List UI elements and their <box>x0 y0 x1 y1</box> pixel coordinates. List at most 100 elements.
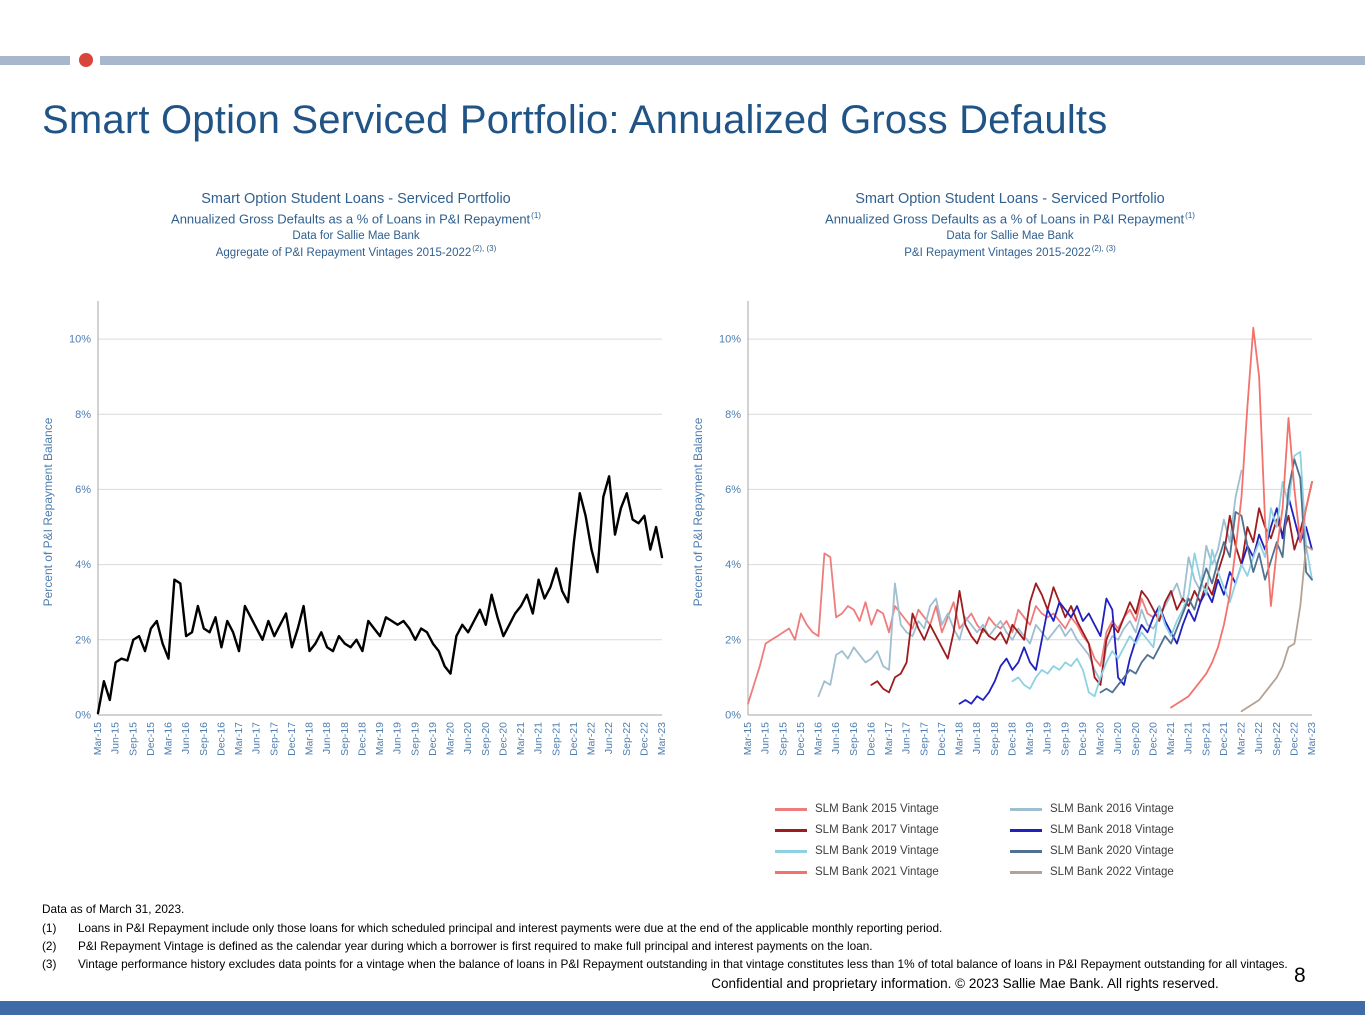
x-tick-label: Mar-16 <box>813 722 825 755</box>
chart-title-line-4: Aggregate of P&I Repayment Vintages 2015… <box>215 244 497 259</box>
x-tick-label: Jun-15 <box>110 722 122 754</box>
x-tick-label: Sep-21 <box>1200 722 1212 756</box>
x-tick-label: Jun-17 <box>251 722 263 754</box>
x-tick-label: Mar-18 <box>954 722 966 755</box>
x-tick-label: Sep-20 <box>480 722 492 756</box>
legend-swatch <box>1010 828 1042 832</box>
legend-swatch <box>775 870 807 874</box>
series-line-slm-bank-2022-vintage <box>1240 544 1313 712</box>
legend-item: SLM Bank 2017 Vintage <box>775 824 1010 836</box>
x-tick-label: Sep-19 <box>1059 722 1071 756</box>
chart-canvas: 0% 2% 4% 6% 8% 10% Mar-15 Jun-15 Sep-15 Dec-15 Mar… <box>41 300 668 756</box>
y-tick-label: 8% <box>75 409 91 421</box>
legend-item: SLM Bank 2018 Vintage <box>1010 824 1245 836</box>
chart-aggregate-block: Smart Option Student Loans - Serviced Po… <box>36 190 676 791</box>
x-tick-label: Mar-21 <box>515 722 527 755</box>
red-accent-dot <box>79 53 93 67</box>
x-tick-label: Dec-19 <box>1077 722 1089 756</box>
footer-confidential: Confidential and proprietary information… <box>711 976 1219 991</box>
chart-vintages-titles: Smart Option Student Loans - Serviced Po… <box>686 190 1334 261</box>
legend-swatch <box>1010 870 1042 874</box>
x-tick-label: Dec-16 <box>865 722 877 756</box>
chart-canvas: 0% 2% 4% 6% 8% 10% Mar-15 Jun-15 Sep-15 Dec-15 Mar… <box>691 300 1318 756</box>
series-line-aggregate-of-vintages <box>96 474 664 715</box>
x-tick-label: Dec-20 <box>1147 722 1159 756</box>
legend-item: SLM Bank 2019 Vintage <box>775 845 1010 857</box>
x-tick-label: Dec-17 <box>286 722 298 756</box>
x-tick-label: Dec-21 <box>1218 722 1230 756</box>
top-accent-bar <box>0 56 1365 65</box>
x-tick-label: Jun-18 <box>321 722 333 754</box>
series-line-slm-bank-2015-vintage <box>747 552 1155 705</box>
y-tick-label: 6% <box>75 484 91 496</box>
x-tick-label: Sep-22 <box>1271 722 1283 756</box>
x-tick-label: Mar-20 <box>1095 722 1107 755</box>
x-tick-label: Mar-15 <box>92 722 104 755</box>
series-line-slm-bank-2017-vintage <box>870 480 1313 694</box>
legend-swatch <box>1010 807 1042 811</box>
x-tick-label: Sep-16 <box>198 722 210 756</box>
x-tick-label: Sep-18 <box>989 722 1001 756</box>
y-tick-label: 2% <box>725 634 741 646</box>
y-tick-label: 2% <box>75 634 91 646</box>
x-tick-label: Jun-15 <box>760 722 772 754</box>
x-tick-label: Sep-19 <box>409 722 421 756</box>
x-tick-label: Jun-20 <box>1112 722 1124 754</box>
chart-vintages-block: Smart Option Student Loans - Serviced Po… <box>686 190 1334 883</box>
legend-label: SLM Bank 2020 Vintage <box>1050 845 1174 858</box>
x-tick-label: Dec-21 <box>568 722 580 756</box>
chart-title-line-2: Annualized Gross Defaults as a % of Loan… <box>171 210 541 227</box>
x-tick-label: Sep-22 <box>621 722 633 756</box>
footnote-1: (1) Loans in P&I Repayment include only … <box>42 921 1292 935</box>
chart-aggregate-titles: Smart Option Student Loans - Serviced Po… <box>36 190 676 261</box>
chart-title-line-1: Smart Option Student Loans - Serviced Po… <box>855 191 1165 207</box>
x-tick-label: Dec-17 <box>936 722 948 756</box>
slide-title: Smart Option Serviced Portfolio: Annuali… <box>42 98 1108 142</box>
x-tick-label: Dec-15 <box>795 722 807 756</box>
footnote-2: (2) P&I Repayment Vintage is defined as … <box>42 939 1292 953</box>
footnote-text: Loans in P&I Repayment include only thos… <box>78 921 943 935</box>
x-tick-label: Dec-19 <box>427 722 439 756</box>
x-tick-label: Sep-17 <box>268 722 280 756</box>
y-tick-label: 4% <box>75 559 91 571</box>
y-axis-title: Percent of P&I Repayment Balance <box>691 417 705 606</box>
footnote-number: (3) <box>42 957 57 971</box>
y-tick-label: 6% <box>725 484 741 496</box>
y-axis-title: Percent of P&I Repayment Balance <box>41 417 55 606</box>
x-tick-label: Mar-17 <box>233 722 245 755</box>
chart-title-line-3: Data for Sallie Mae Bank <box>946 230 1074 243</box>
chart-vintages-plot: 0% 2% 4% 6% 8% 10% Mar-15 Jun-15 Sep-15 Dec-15 Mar… <box>686 297 1334 791</box>
legend-item: SLM Bank 2022 Vintage <box>1010 866 1245 878</box>
legend-label: SLM Bank 2022 Vintage <box>1050 866 1174 879</box>
x-tick-label: Jun-22 <box>1253 722 1265 754</box>
x-tick-label: Dec-22 <box>1288 722 1300 756</box>
x-tick-label: Sep-21 <box>550 722 562 756</box>
x-tick-label: Sep-16 <box>848 722 860 756</box>
x-tick-label: Jun-20 <box>462 722 474 754</box>
legend-label: SLM Bank 2016 Vintage <box>1050 803 1174 816</box>
series-line-slm-bank-2019-vintage <box>1011 450 1313 697</box>
series-line-slm-bank-2020-vintage <box>1099 458 1313 694</box>
x-tick-label: Mar-17 <box>883 722 895 755</box>
y-tick-label: 0% <box>725 709 741 721</box>
x-tick-label: Mar-19 <box>374 722 386 755</box>
x-tick-label: Jun-22 <box>603 722 615 754</box>
x-tick-label: Jun-19 <box>1042 722 1054 754</box>
chart-title-line-4: P&I Repayment Vintages 2015-2022(2), (3) <box>904 244 1116 259</box>
legend-label: SLM Bank 2017 Vintage <box>815 824 939 837</box>
footnote-3: (3) Vintage performance history excludes… <box>42 957 1292 971</box>
x-tick-label: Sep-17 <box>918 722 930 756</box>
x-tick-label: Dec-20 <box>497 722 509 756</box>
y-tick-label: 0% <box>75 709 91 721</box>
page-number: 8 <box>1294 964 1306 987</box>
legend-item: SLM Bank 2021 Vintage <box>775 866 1010 878</box>
x-tick-label: Jun-19 <box>392 722 404 754</box>
x-tick-label: Mar-21 <box>1165 722 1177 755</box>
x-tick-label: Mar-22 <box>1236 722 1248 755</box>
x-tick-label: Mar-23 <box>656 722 668 755</box>
x-tick-label: Mar-20 <box>445 722 457 755</box>
x-tick-label: Dec-15 <box>145 722 157 756</box>
x-tick-label: Jun-21 <box>533 722 545 754</box>
x-tick-label: Jun-16 <box>830 722 842 754</box>
